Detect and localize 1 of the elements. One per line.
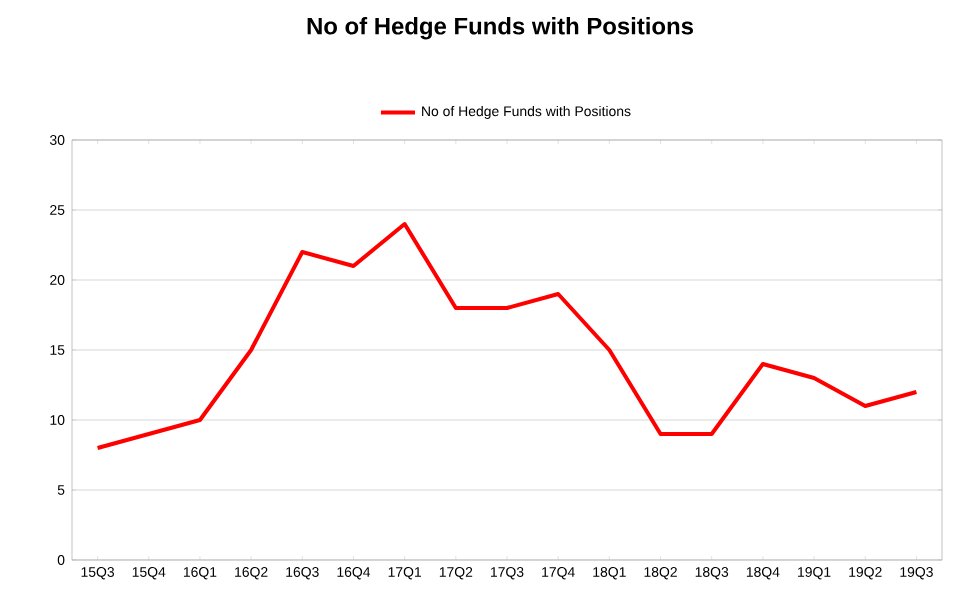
chart-title: No of Hedge Funds with Positions [307,17,693,40]
